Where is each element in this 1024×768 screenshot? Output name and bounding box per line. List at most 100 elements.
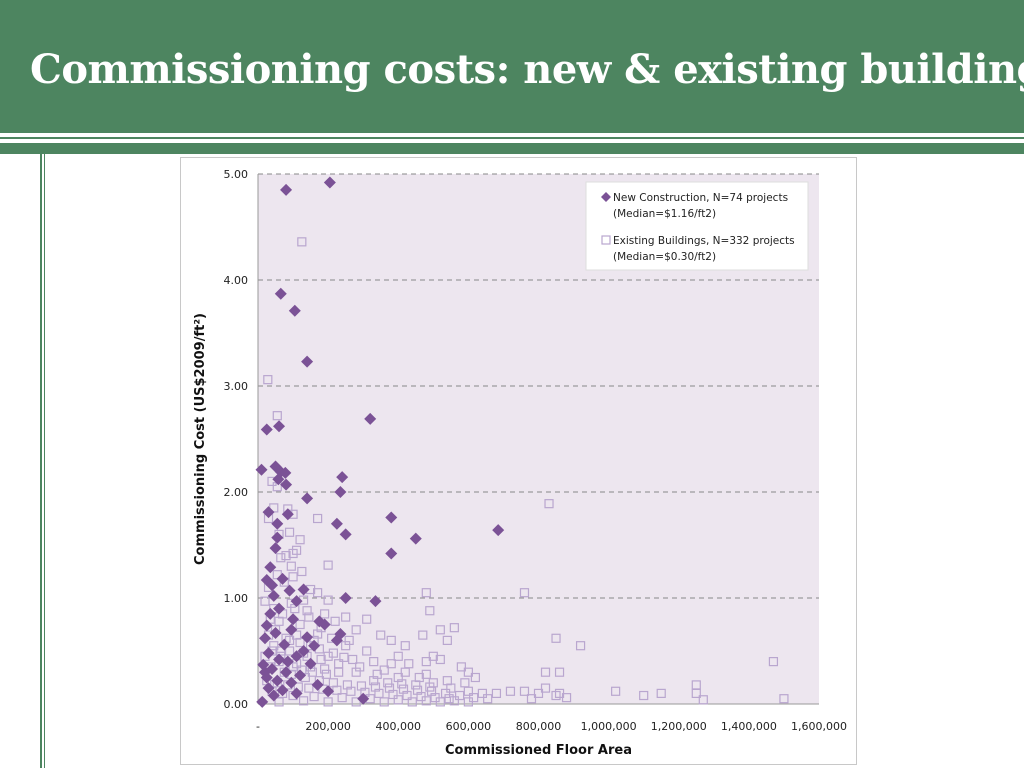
new-construction-point (271, 531, 284, 544)
existing-building-point (463, 697, 473, 707)
legend-new-construction-label: New Construction, N=74 projects (613, 192, 788, 204)
existing-building-point (428, 651, 438, 661)
existing-building-point (540, 683, 551, 693)
new-construction-point (276, 684, 289, 697)
legend: New Construction, N=74 projects (Median=… (585, 181, 809, 271)
existing-building-point (284, 646, 295, 656)
existing-building-point (540, 667, 551, 677)
existing-building-point (374, 688, 384, 699)
legend-box (585, 181, 809, 271)
existing-building-point (779, 694, 789, 704)
y-axis-title: Commissioning Cost (US$2009/ft²) (193, 313, 208, 565)
existing-building-point (435, 654, 445, 665)
new-construction-point (339, 592, 352, 604)
new-construction-point (264, 561, 277, 574)
new-construction-point (257, 658, 270, 671)
legend-new-construction-marker (601, 192, 611, 202)
existing-building-point (544, 499, 554, 509)
existing-building-point (402, 690, 412, 701)
new-construction-point (297, 645, 310, 657)
new-construction-point (267, 589, 280, 602)
existing-building-point (313, 629, 323, 639)
existing-building-point (483, 694, 493, 704)
existing-building-point (455, 690, 465, 701)
existing-building-point (362, 646, 372, 656)
existing-building-point (379, 665, 389, 675)
existing-building-point (526, 694, 537, 704)
x-tick-label: 1,200,000 (651, 720, 707, 733)
new-construction-point (273, 653, 286, 666)
existing-building-point (551, 633, 561, 643)
new-construction-point (294, 669, 307, 682)
existing-building-point (554, 688, 565, 699)
existing-building-point (411, 680, 421, 690)
new-construction-point (281, 655, 294, 668)
new-construction-point (330, 517, 343, 530)
existing-building-point (386, 659, 396, 669)
x-tick-label: 200,000 (305, 720, 351, 733)
existing-building-point (348, 654, 358, 665)
existing-building-point (307, 667, 317, 677)
existing-building-point (351, 697, 361, 707)
existing-building-point (309, 691, 319, 702)
existing-building-point (320, 609, 330, 619)
new-construction-point (269, 542, 282, 555)
y-tick-label: 4.00 (224, 274, 249, 287)
new-construction-point (285, 623, 298, 636)
new-construction-point (304, 657, 317, 670)
existing-building-point (295, 637, 305, 648)
new-construction-point (290, 650, 303, 663)
existing-building-point (291, 545, 302, 555)
existing-building-point (656, 688, 666, 699)
existing-building-point (533, 688, 544, 699)
existing-building-point (519, 588, 530, 598)
new-construction-point (262, 647, 275, 660)
existing-building-point (442, 676, 452, 686)
existing-building-point (376, 630, 386, 640)
new-construction-point (334, 486, 347, 498)
new-construction-point (271, 517, 284, 530)
existing-building-point (463, 667, 473, 677)
existing-building-point (491, 688, 502, 699)
new-construction-point (285, 676, 298, 689)
new-construction-point (334, 628, 347, 641)
existing-building-point (330, 616, 340, 626)
new-construction-point (385, 547, 398, 560)
new-construction-point (267, 689, 280, 702)
y-tick-label: 2.00 (224, 486, 249, 499)
new-construction-point (281, 508, 294, 521)
new-construction-point (276, 572, 289, 585)
new-construction-point (260, 619, 273, 632)
new-construction-point (266, 579, 279, 592)
new-construction-point (278, 638, 291, 651)
legend-existing-buildings-label: Existing Buildings, N=332 projects (613, 235, 795, 247)
existing-building-point (337, 693, 347, 703)
x-tick-label: 800,000 (516, 720, 562, 733)
existing-building-point (400, 641, 410, 651)
new-construction-point (262, 506, 275, 519)
new-construction-point (301, 492, 314, 505)
existing-building-point (298, 696, 309, 706)
existing-building-point (393, 695, 403, 705)
existing-building-point (768, 657, 779, 667)
existing-building-point (295, 535, 305, 545)
existing-building-point (400, 667, 410, 677)
existing-building-point (425, 682, 435, 692)
existing-building-point (288, 572, 298, 582)
existing-building-point (383, 678, 393, 688)
existing-building-point (449, 623, 459, 633)
new-construction-point (283, 584, 296, 597)
slide-header (0, 0, 1024, 133)
new-construction-point (369, 595, 382, 608)
existing-building-point (323, 595, 333, 605)
x-tick-label: 600,000 (446, 720, 492, 733)
y-tick-label: 1.00 (224, 592, 249, 605)
existing-building-point (346, 686, 356, 696)
data-points (255, 176, 789, 708)
new-construction-point (280, 666, 293, 679)
y-tick-label: 5.00 (224, 168, 249, 181)
new-construction-point (260, 423, 273, 436)
new-construction-point (330, 634, 343, 647)
new-construction-point (264, 607, 277, 620)
slide-title: Commissioning costs: new & existing buil… (30, 46, 1024, 93)
